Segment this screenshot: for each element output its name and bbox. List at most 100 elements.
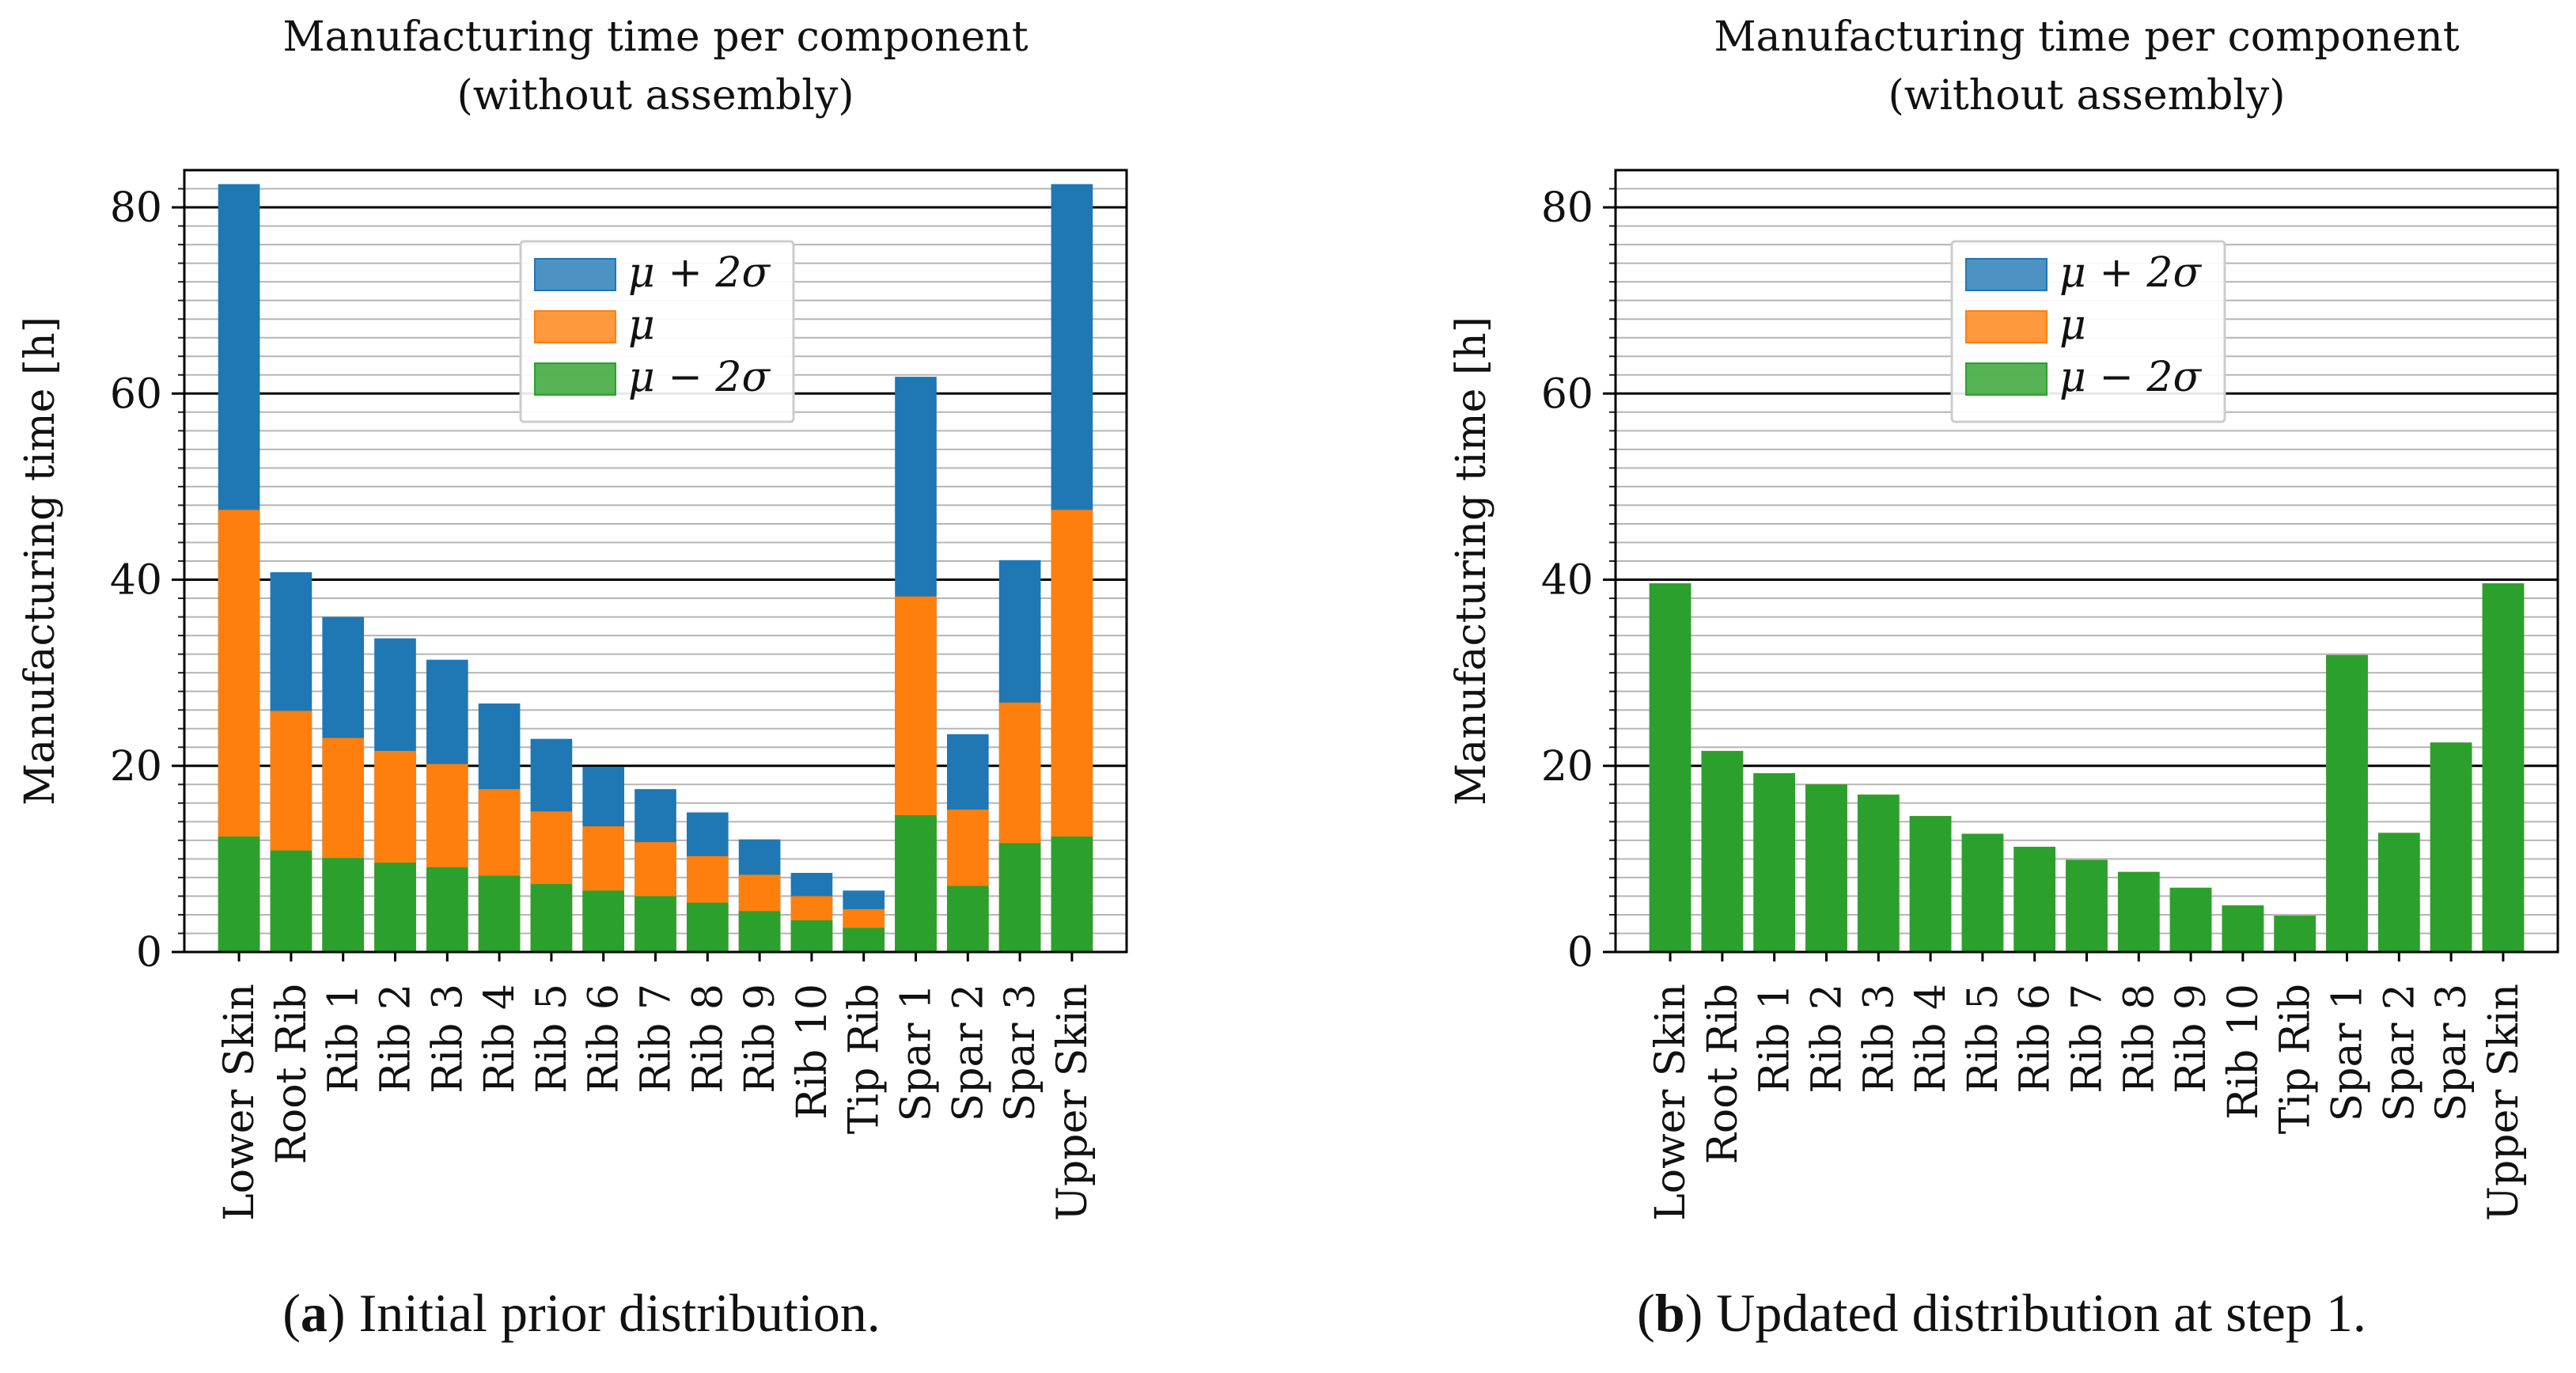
bar-b-2-16 (2482, 583, 2525, 952)
x-tick-label: Rib 7 (633, 984, 680, 1094)
x-tick-label: Rib 4 (476, 984, 524, 1094)
bar-b-2-14 (2377, 833, 2420, 952)
plot-frame (183, 169, 1128, 954)
legend-label: μ + 2σ (2059, 249, 2203, 297)
bar-b-2-15 (2430, 742, 2472, 952)
legend-swatch (1965, 362, 2048, 396)
x-tick-label: Rib 7 (2064, 984, 2112, 1094)
legend-label: μ (628, 302, 655, 349)
y-axis-label: Manufacturing time [h] (17, 317, 64, 806)
x-tick-label: Root Rib (1699, 984, 1747, 1164)
bar-b-2-12 (2274, 916, 2317, 952)
x-tick-label: Spar 2 (945, 984, 992, 1121)
x-tick-label: Rib 10 (789, 984, 836, 1120)
bar-b-2-5 (1909, 816, 1952, 952)
bar-b-2-2 (1753, 773, 1796, 952)
legend: μ + 2σ μ μ − 2σ (1950, 240, 2226, 423)
y-tick-label: 0 (1567, 929, 1593, 977)
caption-a: (a) Initial prior distribution. (282, 1283, 881, 1343)
bar-b-2-0 (1649, 583, 1691, 952)
bar-a-2-8 (635, 896, 676, 952)
plot-frame (1614, 169, 2559, 954)
bar-a-2-16 (1051, 836, 1093, 952)
x-tick-label: Lower Skin (1647, 984, 1695, 1221)
x-tick-label: Rib 4 (1907, 984, 1955, 1094)
y-tick-label: 60 (110, 370, 162, 418)
legend-label: μ (2059, 302, 2086, 349)
y-tick-label: 80 (1541, 184, 1593, 232)
legend-swatch (1965, 258, 2048, 291)
legend-label: μ − 2σ (628, 354, 771, 401)
x-tick-label: Rib 1 (1752, 984, 1799, 1094)
bar-a-2-10 (738, 911, 781, 952)
x-tick-label: Rib 2 (1803, 984, 1851, 1094)
bar-a-2-3 (374, 863, 416, 952)
bar-a-2-13 (895, 815, 937, 952)
bar-a-2-9 (686, 902, 729, 952)
chart-title-line: Manufacturing time per component (1714, 13, 2459, 61)
y-tick-label: 20 (110, 743, 162, 791)
x-tick-label: Rib 9 (2168, 984, 2215, 1094)
x-tick-label: Spar 2 (2376, 984, 2423, 1121)
bars (1649, 583, 2525, 952)
bar-a-2-6 (530, 884, 573, 952)
legend-swatch (1965, 310, 2048, 343)
x-tick-label: Rib 6 (581, 984, 628, 1094)
legend-label: μ + 2σ (628, 249, 771, 297)
legend: μ + 2σ μ μ − 2σ (519, 240, 795, 423)
x-tick-label: Rib 8 (2116, 984, 2163, 1094)
chart-title-line: (without assembly) (1888, 72, 2285, 119)
bar-a-2-2 (322, 858, 365, 952)
y-tick-label: 60 (1541, 370, 1593, 418)
bar-b-2-10 (2169, 887, 2212, 952)
bar-b-2-9 (2117, 871, 2160, 952)
x-tick-label: Rib 9 (737, 984, 784, 1094)
x-tick-label: Lower Skin (216, 984, 263, 1221)
bar-a-2-0 (218, 836, 260, 952)
bar-a-2-7 (582, 890, 625, 952)
chart-title-line: Manufacturing time per component (282, 13, 1028, 61)
x-tick-label: Rib 5 (528, 984, 576, 1094)
series-2 (1649, 583, 2525, 952)
x-tick-label: Tip Rib (841, 984, 888, 1134)
legend-swatch (534, 258, 616, 291)
caption-a-label: a (300, 1283, 328, 1343)
bar-b-2-4 (1857, 795, 1900, 952)
x-tick-label: Tip Rib (2272, 984, 2320, 1134)
y-tick-label: 40 (110, 557, 162, 605)
chart-panel-a: Manufacturing time per component (without… (17, 13, 1128, 1221)
bar-a-2-4 (426, 867, 468, 952)
x-tick-label: Spar 1 (2324, 984, 2372, 1121)
bars (218, 184, 1093, 953)
y-tick-label: 80 (110, 184, 162, 232)
y-tick-label: 40 (1541, 557, 1593, 605)
x-tick-label: Rib 10 (2220, 984, 2267, 1120)
chart-title-line: (without assembly) (456, 72, 854, 119)
bar-a-2-11 (790, 920, 833, 952)
x-tick-label: Rib 3 (1855, 984, 1903, 1094)
bar-b-2-8 (2066, 859, 2108, 952)
bar-a-2-14 (946, 886, 989, 952)
bar-b-2-11 (2222, 905, 2264, 952)
y-tick-label: 0 (136, 929, 162, 977)
x-tick-label: Rib 5 (1960, 984, 2007, 1094)
bar-b-2-1 (1701, 750, 1744, 952)
bar-a-2-12 (843, 927, 885, 952)
bar-a-2-15 (998, 843, 1041, 952)
bar-a-2-5 (478, 875, 521, 952)
bar-b-2-3 (1805, 784, 1847, 952)
bar-b-2-7 (2013, 847, 2056, 952)
legend-swatch (534, 362, 616, 396)
caption-b-text: Updated distribution at step 1. (1716, 1283, 2366, 1343)
x-tick-label: Rib 8 (684, 984, 732, 1094)
series-2 (218, 815, 1093, 952)
x-tick-label: Spar 3 (997, 984, 1044, 1121)
x-tick-label: Rib 6 (2012, 984, 2059, 1094)
x-tick-label: Rib 1 (320, 984, 368, 1094)
x-tick-label: Upper Skin (1049, 984, 1097, 1221)
caption-a-text: Initial prior distribution. (358, 1283, 881, 1343)
bar-b-2-6 (1961, 833, 2004, 952)
y-tick-label: 20 (1541, 743, 1593, 791)
x-tick-label: Rib 2 (372, 984, 419, 1094)
